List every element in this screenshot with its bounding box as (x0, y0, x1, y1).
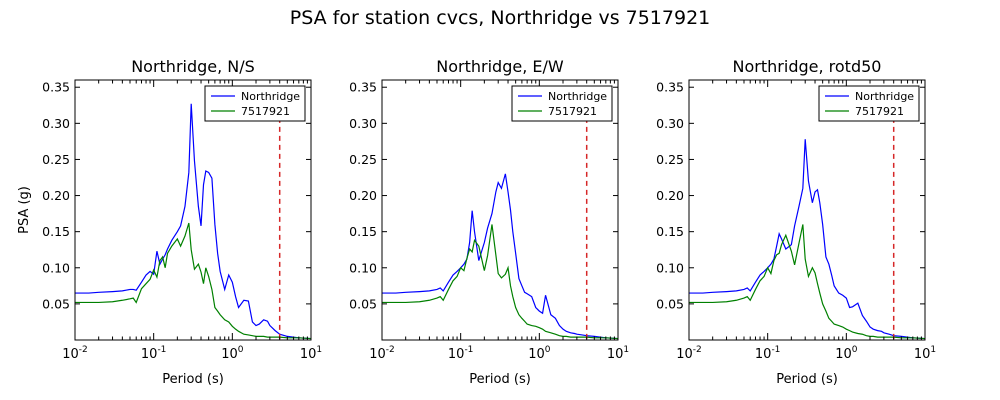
panel-title: Northridge, N/S (131, 57, 255, 76)
x-tick-label: 10-2 (676, 345, 702, 362)
y-tick-label: 0.30 (349, 116, 377, 131)
y-tick-label: 0.20 (656, 188, 684, 203)
legend-label: Northridge (855, 90, 914, 103)
y-tick-label: 0.20 (42, 188, 70, 203)
panel-title: Northridge, rotd50 (733, 57, 882, 76)
x-axis-label: Period (s) (776, 372, 838, 387)
y-tick-label: 0.10 (42, 260, 70, 275)
y-tick-label: 0.05 (656, 296, 684, 311)
legend-box (511, 85, 613, 122)
x-tick-label: 101 (300, 345, 322, 362)
y-tick-label: 0.05 (42, 296, 70, 311)
x-axis-label: Period (s) (162, 372, 224, 387)
chart-panel-3: Northridge, rotd50 0.05 0.10 0.15 0.20 0.25 0.… (656, 57, 936, 387)
figure-title: PSA for station cvcs, Northridge vs 7517… (290, 7, 711, 29)
y-tick-label: 0.10 (349, 260, 377, 275)
x-tick-label: 10-1 (448, 345, 474, 362)
x-tick-label: 10-1 (755, 345, 781, 362)
panel-title: Northridge, E/W (436, 57, 564, 76)
x-tick-label: 10-2 (62, 345, 88, 362)
chart-panel-2: Northridge, E/W 0.05 0.10 0.15 0.20 0.25 0.30 0… (349, 57, 629, 387)
legend-box (204, 85, 306, 122)
legend: Northridge 7517921 (511, 85, 613, 122)
series-line-simulation (689, 224, 925, 340)
y-tick-label: 0.25 (656, 152, 684, 167)
series-line-northridge (382, 173, 618, 340)
y-tick-label: 0.30 (656, 116, 684, 131)
x-tick-label: 10-2 (369, 345, 395, 362)
y-tick-label: 0.05 (349, 296, 377, 311)
legend: Northridge 7517921 (818, 85, 920, 122)
x-axis-label: Period (s) (469, 372, 531, 387)
legend-label: Northridge (548, 90, 607, 103)
legend-label: 7517921 (548, 105, 597, 118)
x-tick-label: 100 (221, 345, 244, 362)
y-tick-label: 0.30 (42, 116, 70, 131)
x-tick-label: 101 (607, 345, 629, 362)
y-tick-label: 0.15 (42, 224, 70, 239)
y-tick-label: 0.15 (349, 224, 377, 239)
axes-frame (688, 79, 926, 341)
y-tick-label: 0.10 (656, 260, 684, 275)
y-tick-label: 0.15 (656, 224, 684, 239)
y-tick-label: 0.35 (656, 80, 684, 95)
series-line-simulation (75, 222, 311, 340)
chart-panel-1: Northridge, N/S 0.05 0.10 0.15 0.20 0.25 0.30 0… (17, 57, 322, 387)
y-axis-label: PSA (g) (17, 186, 32, 234)
axes-frame (381, 79, 619, 341)
x-tick-label: 10-1 (141, 345, 167, 362)
y-tick-label: 0.25 (349, 152, 377, 167)
y-tick-label: 0.35 (349, 80, 377, 95)
series-line-northridge (689, 139, 925, 340)
legend-label: 7517921 (855, 105, 904, 118)
y-tick-label: 0.20 (349, 188, 377, 203)
axes-frame (74, 79, 312, 341)
legend-box (818, 85, 920, 122)
series-line-northridge (75, 103, 311, 340)
x-tick-label: 100 (835, 345, 858, 362)
legend-label: Northridge (241, 90, 300, 103)
x-tick-label: 101 (914, 345, 936, 362)
y-tick-label: 0.25 (42, 152, 70, 167)
legend: Northridge 7517921 (204, 85, 306, 122)
x-tick-label: 100 (528, 345, 551, 362)
y-tick-label: 0.35 (42, 80, 70, 95)
legend-label: 7517921 (241, 105, 290, 118)
series-line-simulation (382, 224, 618, 340)
